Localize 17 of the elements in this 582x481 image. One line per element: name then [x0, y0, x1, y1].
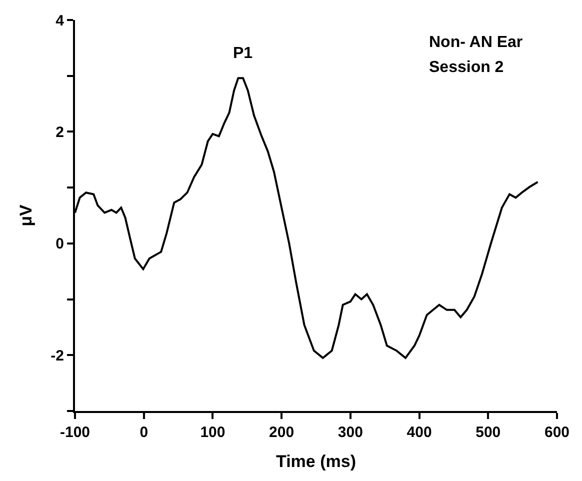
x-tick-label: 0: [140, 424, 148, 441]
x-tick-label: 600: [544, 424, 570, 441]
y-tick-label: 4: [56, 12, 65, 30]
y-tick-label: 2: [56, 124, 64, 141]
x-tick-label: 200: [269, 424, 294, 441]
x-tick-label: 300: [338, 424, 363, 441]
annotation: Non- AN Ear: [429, 34, 523, 51]
x-tick-label: 400: [406, 424, 432, 441]
x-tick-label: -100: [60, 424, 90, 441]
x-axis-title: Time (ms): [276, 452, 356, 471]
x-tick-label: 500: [476, 424, 501, 441]
x-tick-label: 100: [200, 424, 226, 441]
y-tick-label: 0: [56, 236, 64, 253]
y-tick-label: -2: [50, 347, 64, 364]
annotation: P1: [233, 45, 253, 62]
y-axis-title: μV: [16, 204, 36, 226]
annotation: Session 2: [429, 59, 504, 76]
